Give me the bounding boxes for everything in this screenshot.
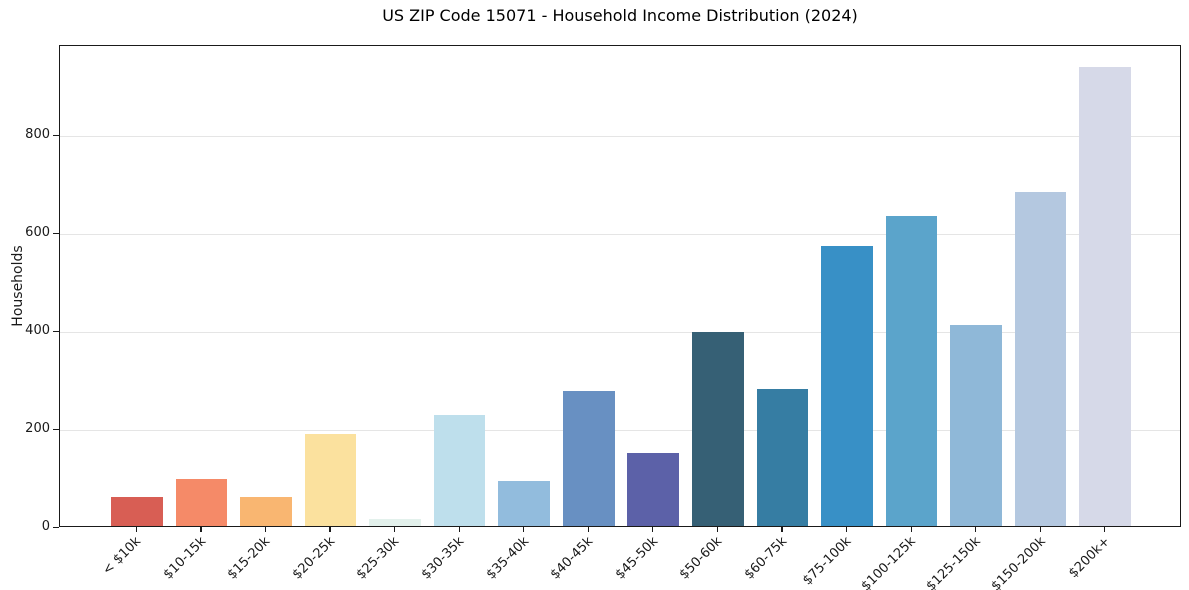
bar-$100-125k [885,216,938,526]
x-tick-label-$100-125k: $100-125k [858,534,920,590]
bar-$50-60k [692,331,744,526]
bar-$35-40k [498,480,550,526]
x-tick-mark [845,527,848,532]
x-tick-mark [135,527,137,532]
bar-$25-30k [369,518,421,526]
x-tick-label-$20-25k: $20-25k [289,534,339,583]
bar-$45-50k [627,452,680,526]
x-tick-label-$15-20k: $15-20k [225,534,274,583]
x-tick-mark [200,527,202,532]
y-tick-label-400: 400 [25,322,50,338]
gridline-y-600 [60,233,1180,235]
bar-$30-35k [433,415,486,526]
chart-title: US ZIP Code 15071 - Household Income Dis… [382,6,858,25]
x-tick-label-$10-15k: $10-15k [160,534,209,583]
y-axis-label: Households [10,245,26,327]
x-tick-mark [652,527,654,532]
bar-$15-20k [240,496,292,526]
bar-$20-25k [304,433,357,526]
bar-$40-45k [562,391,615,526]
x-tick-mark [458,527,460,532]
x-tick-label-$125-150k: $125-150k [923,534,984,590]
y-tick-label-800: 800 [25,126,50,142]
y-tick-mark [53,330,59,333]
x-tick-mark [394,527,396,532]
x-tick-label-$150-200k: $150-200k [988,534,1049,590]
y-tick-mark [53,527,59,529]
bar-$200k+ [1079,67,1132,526]
plot-area [59,45,1181,527]
y-tick-label-600: 600 [25,224,50,240]
x-tick-mark [264,527,267,532]
x-tick-mark [716,527,719,532]
x-tick-mark [975,527,977,532]
gridline-y-200 [60,429,1180,431]
x-tick-mark [523,527,525,532]
x-tick-mark [587,527,589,532]
x-tick-label-$75-100k: $75-100k [800,534,855,589]
bar-$60-75k [756,389,809,526]
x-tick-label-$25-30k: $25-30k [354,534,403,583]
x-tick-label-$30-35k: $30-35k [418,534,468,583]
x-tick-label-$45-50k: $45-50k [612,534,661,583]
y-tick-mark [53,232,59,234]
y-tick-mark [53,134,59,136]
y-tick-label-200: 200 [25,420,50,436]
bar-$10-15k [175,479,228,526]
x-tick-mark [1039,527,1041,532]
bar-$125-150k [950,324,1002,526]
x-tick-mark [1104,527,1106,532]
x-tick-label-$200k+: $200k+ [1065,534,1113,582]
bar-$150-200k [1014,192,1067,526]
gridline-y-400 [60,331,1180,333]
bar-< $10k [110,496,163,526]
x-tick-mark [781,527,783,532]
y-tick-label-0: 0 [41,519,50,534]
y-tick-mark [53,428,59,431]
bar-$75-100k [821,246,873,526]
x-tick-label-$40-45k: $40-45k [547,534,597,583]
x-tick-label-< $10k: < $10k [100,534,145,579]
x-tick-mark [910,527,912,532]
x-tick-label-$60-75k: $60-75k [741,534,791,583]
x-tick-label-$50-60k: $50-60k [676,534,726,583]
x-tick-label-$35-40k: $35-40k [483,534,532,583]
gridline-y-800 [60,135,1180,137]
x-tick-mark [329,527,331,532]
